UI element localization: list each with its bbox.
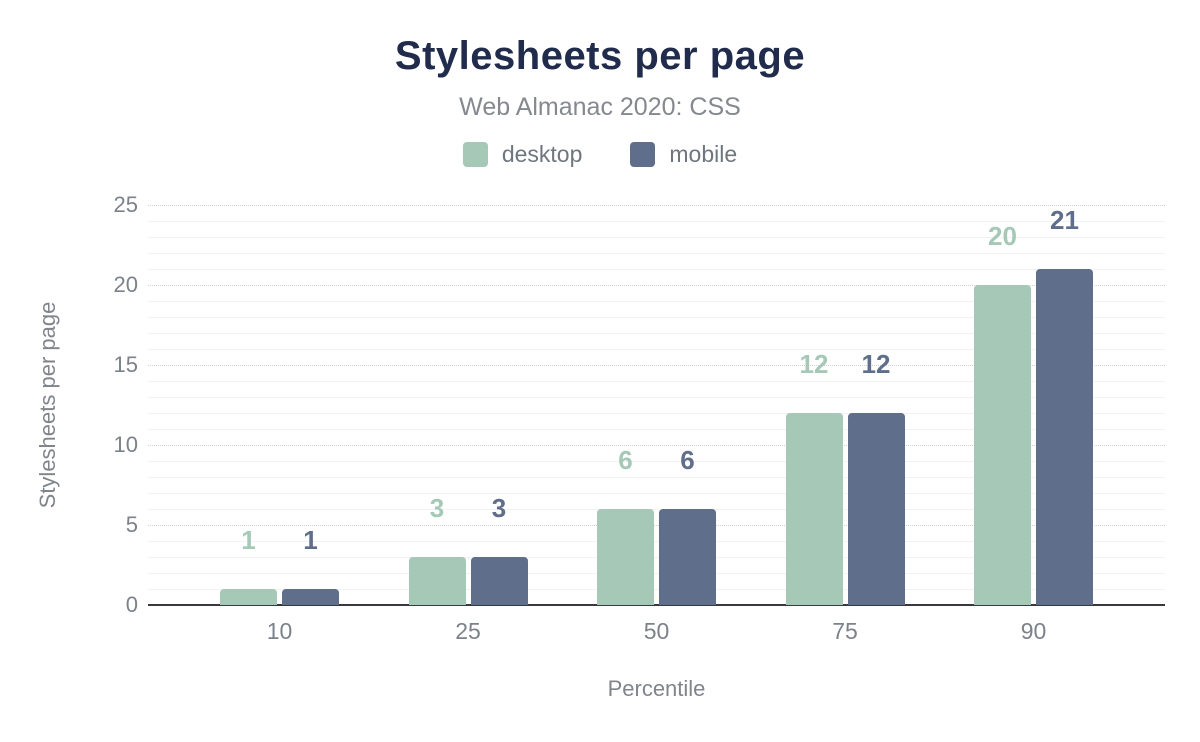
bar-desktop-p10 (220, 589, 277, 605)
chart-legend: desktop mobile (0, 141, 1200, 168)
minor-gridline-24 (148, 221, 1165, 222)
minor-gridline-23 (148, 237, 1165, 238)
bar-value-label-mobile-p90: 21 (1050, 205, 1079, 235)
minor-gridline-9 (148, 461, 1165, 462)
major-gridline-15 (148, 365, 1165, 366)
bar-value-label-mobile-p25: 3 (491, 493, 507, 523)
y-tick-label-25: 25 (113, 192, 138, 217)
minor-gridline-3 (148, 557, 1165, 558)
bar-value-label-desktop-p90: 20 (988, 221, 1017, 251)
x-tick-label-90: 90 (1020, 618, 1047, 644)
minor-gridline-12 (148, 413, 1165, 414)
bar-mobile-p25 (470, 557, 528, 605)
minor-gridline-4 (148, 541, 1165, 542)
bar-value-label-mobile-p50: 6 (680, 445, 695, 475)
major-gridline-5 (148, 525, 1165, 526)
x-axis-line (148, 604, 1165, 606)
major-gridline-25 (148, 205, 1165, 206)
minor-gridline-17 (148, 333, 1165, 334)
bar-desktop-p50 (597, 509, 654, 605)
legend-label: desktop (501, 141, 583, 167)
minor-gridline-19 (148, 301, 1165, 302)
x-axis-title: Percentile (607, 676, 706, 701)
bar-value-label-desktop-p50: 6 (618, 445, 633, 475)
bar-value-label-mobile-p75: 12 (861, 349, 891, 379)
chart-title: Stylesheets per page (394, 34, 806, 78)
legend-item-mobile[interactable]: mobile (630, 141, 737, 168)
x-tick-label-50: 50 (643, 618, 670, 644)
y-tick-label-5: 5 (125, 512, 138, 537)
major-gridline-20 (148, 285, 1165, 286)
y-tick-label-0: 0 (125, 592, 138, 617)
major-gridline-10 (148, 445, 1165, 446)
legend-item-desktop[interactable]: desktop (462, 141, 583, 168)
bar-mobile-p50 (659, 509, 716, 605)
minor-gridline-8 (148, 477, 1165, 478)
bar-value-label-desktop-p75: 12 (799, 349, 829, 379)
bar-desktop-p90 (974, 285, 1031, 605)
minor-gridline-21 (148, 269, 1165, 270)
minor-gridline-7 (148, 493, 1165, 494)
x-tick-label-10: 10 (266, 618, 293, 644)
y-axis-title: Stylesheets per page (35, 301, 60, 509)
bar-desktop-p75 (785, 413, 843, 605)
bar-mobile-p75 (847, 413, 905, 605)
plot-area: 1 1 3 3 6 6 12 12 20 21 (148, 205, 1165, 606)
bar-value-label-desktop-p25: 3 (429, 493, 445, 523)
minor-gridline-13 (148, 397, 1165, 398)
minor-gridline-2 (148, 573, 1165, 574)
minor-gridline-14 (148, 381, 1165, 382)
minor-gridline-11 (148, 429, 1165, 430)
bar-mobile-p90 (1036, 269, 1093, 605)
y-tick-label-10: 10 (113, 432, 138, 457)
y-tick-label-15: 15 (113, 352, 138, 377)
legend-label: mobile (669, 141, 738, 167)
minor-gridline-22 (148, 253, 1165, 254)
minor-gridline-18 (148, 317, 1165, 318)
x-tick-label-75: 75 (832, 618, 858, 644)
x-tick-label-25: 25 (455, 618, 481, 644)
bar-mobile-p10 (282, 589, 339, 605)
bar-value-label-mobile-p10: 1 (303, 525, 318, 555)
minor-gridline-1 (148, 589, 1165, 590)
y-tick-label-20: 20 (113, 272, 138, 297)
minor-gridline-16 (148, 349, 1165, 350)
minor-gridline-6 (148, 509, 1165, 510)
bar-desktop-p25 (408, 557, 466, 605)
bar-value-label-desktop-p10: 1 (241, 525, 256, 555)
legend-swatch-desktop (462, 142, 488, 167)
legend-swatch-mobile (630, 142, 656, 167)
chart-subtitle: Web Almanac 2020: CSS (459, 93, 741, 121)
